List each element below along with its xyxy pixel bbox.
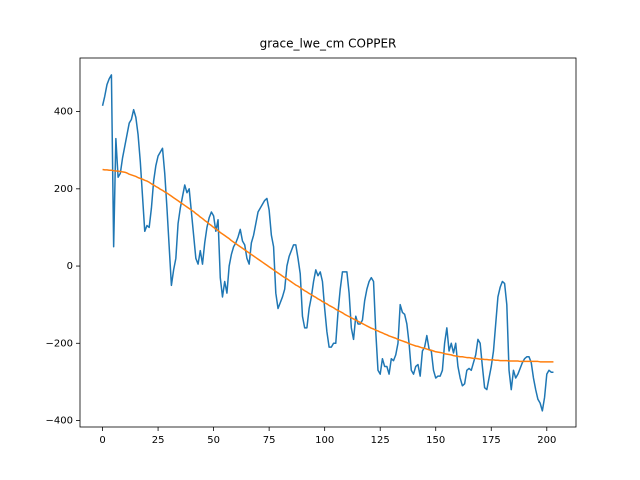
plot-frame [79,57,577,428]
y-tick-label: −400 [46,416,73,427]
x-tick-label: 150 [426,435,445,446]
x-tick-label: 50 [207,435,220,446]
line-series [101,74,554,412]
x-tick-label: 200 [537,435,556,446]
x-tick-label: 100 [315,435,334,446]
line-series [102,168,554,363]
x-tick-label: 25 [152,435,165,446]
y-tick-label: −200 [46,338,73,349]
x-tick-label: 125 [371,435,390,446]
y-tick-label: 0 [67,261,73,272]
x-tick-label: 75 [263,435,276,446]
chart-title: grace_lwe_cm COPPER [260,37,397,51]
y-tick-label: 400 [54,107,73,118]
y-tick-label: 200 [54,184,73,195]
x-tick-label: 175 [482,435,501,446]
x-tick-label: 0 [99,435,105,446]
